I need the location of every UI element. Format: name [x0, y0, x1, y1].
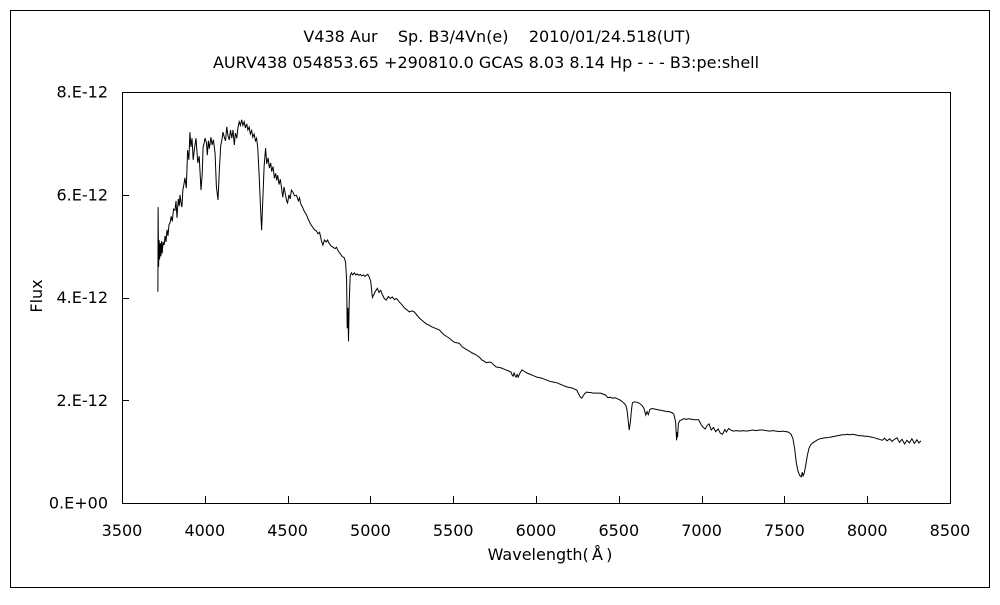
plot-frame [122, 92, 951, 504]
y-axis-title: Flux [27, 279, 46, 312]
x-tick-label: 4000 [184, 521, 225, 540]
chart-title-line2: AURV438 054853.65 +290810.0 GCAS 8.03 8.… [213, 53, 759, 72]
x-tick-label: 5500 [433, 521, 474, 540]
x-tick-label: 8000 [847, 521, 888, 540]
x-tick-label: 7000 [681, 521, 722, 540]
x-tick-label: 7500 [764, 521, 805, 540]
window-border [10, 10, 990, 588]
y-tick-label: 0.E+00 [49, 494, 108, 513]
x-axis-title: Wavelength( Å ) [488, 545, 613, 564]
y-tick-label: 6.E-12 [56, 185, 108, 204]
x-tick-label: 8500 [930, 521, 971, 540]
x-tick-label: 5000 [350, 521, 391, 540]
x-tick-label: 6500 [598, 521, 639, 540]
y-tick-label: 2.E-12 [56, 391, 108, 410]
x-tick-label: 4500 [267, 521, 308, 540]
x-axis-ticks: 3500 4000 4500 5000 5500 6000 6500 7000 7500 8000… [102, 496, 971, 540]
chart-title-line1: V438 Aur Sp. B3/4Vn(e) 2010/01/24.518(UT… [303, 27, 690, 46]
y-axis-ticks: 0.E+00 2.E-12 4.E-12 6.E-12 8.E-12 [49, 83, 129, 513]
y-tick-label: 4.E-12 [56, 288, 108, 307]
y-tick-label: 8.E-12 [56, 83, 108, 102]
x-tick-label: 6000 [516, 521, 557, 540]
x-tick-label: 3500 [102, 521, 143, 540]
spectrum-line [157, 119, 922, 478]
